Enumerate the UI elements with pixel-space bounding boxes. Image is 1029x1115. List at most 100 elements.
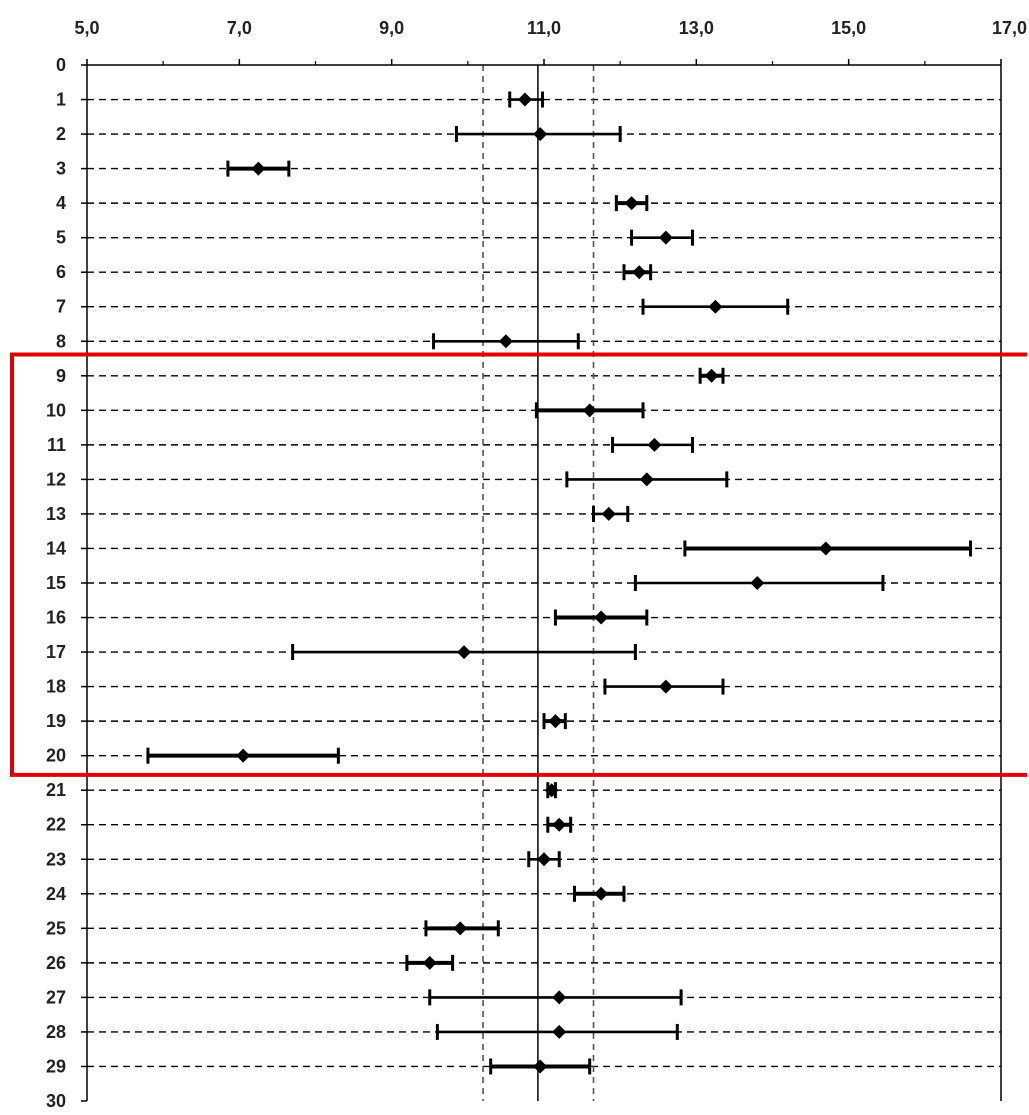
y-tick-label-14: 14: [46, 538, 66, 558]
data-point-row-10: [534, 402, 645, 419]
y-tick-label-0: 0: [56, 55, 66, 75]
data-points: [146, 91, 973, 1075]
y-tick-label-8: 8: [56, 331, 66, 351]
point-marker-diamond: [594, 886, 609, 901]
y-tick-label-27: 27: [46, 987, 66, 1007]
y-tick-label-28: 28: [46, 1022, 66, 1042]
data-point-row-8: [432, 333, 580, 350]
y-axis-ticks: 0123456789101112131415161718192021222324…: [46, 55, 87, 1111]
y-tick-label-12: 12: [46, 469, 66, 489]
point-marker-diamond: [517, 92, 532, 107]
y-tick-label-23: 23: [46, 849, 66, 869]
data-point-row-2: [454, 126, 622, 143]
data-point-row-5: [630, 229, 695, 246]
y-tick-label-20: 20: [46, 746, 66, 766]
data-point-row-6: [622, 264, 653, 281]
y-tick-label-21: 21: [46, 780, 66, 800]
point-marker-diamond: [708, 299, 723, 314]
x-tick-label-6: 17,0: [992, 18, 1027, 38]
point-marker-diamond: [552, 990, 567, 1005]
data-point-row-17: [291, 644, 637, 661]
data-point-row-4: [614, 195, 649, 212]
y-tick-label-6: 6: [56, 262, 66, 282]
point-marker-diamond: [632, 265, 647, 280]
y-tick-label-13: 13: [46, 504, 66, 524]
y-tick-label-10: 10: [46, 400, 66, 420]
y-tick-label-25: 25: [46, 918, 66, 938]
data-point-row-22: [546, 816, 573, 833]
point-marker-diamond: [457, 645, 472, 660]
y-tick-label-1: 1: [56, 90, 66, 110]
y-tick-label-9: 9: [56, 366, 66, 386]
y-tick-label-30: 30: [46, 1091, 66, 1111]
point-marker-diamond: [624, 196, 639, 211]
y-tick-label-24: 24: [46, 884, 66, 904]
data-point-row-1: [508, 91, 544, 108]
y-tick-label-26: 26: [46, 953, 66, 973]
point-marker-diamond: [552, 1024, 567, 1039]
point-marker-diamond: [594, 610, 609, 625]
y-tick-label-7: 7: [56, 297, 66, 317]
data-point-row-21: [544, 782, 559, 799]
highlight-box: [10, 352, 1027, 777]
point-marker-diamond: [453, 921, 468, 936]
data-point-row-11: [611, 436, 695, 453]
y-tick-label-3: 3: [56, 159, 66, 179]
data-point-row-18: [603, 678, 725, 695]
y-tick-label-18: 18: [46, 677, 66, 697]
point-marker-diamond: [647, 437, 662, 452]
y-tick-label-11: 11: [47, 435, 66, 455]
point-marker-diamond: [251, 161, 266, 176]
point-marker-diamond: [750, 576, 765, 590]
y-tick-label-29: 29: [46, 1056, 66, 1076]
point-marker-diamond: [498, 334, 513, 349]
data-point-row-3: [226, 160, 291, 177]
data-point-row-7: [641, 298, 790, 315]
highlight-box-layer: [10, 352, 1027, 777]
x-tick-label-3: 11,0: [527, 18, 561, 38]
point-marker-diamond: [548, 714, 563, 729]
y-tick-label-15: 15: [46, 573, 66, 593]
x-tick-label-0: 5,0: [74, 18, 99, 38]
data-point-row-9: [698, 367, 725, 384]
point-marker-diamond: [639, 472, 654, 487]
point-marker-diamond: [537, 852, 551, 867]
y-tick-label-4: 4: [56, 193, 66, 213]
data-point-row-19: [542, 713, 567, 730]
x-tick-label-5: 15,0: [831, 18, 866, 38]
point-marker-diamond: [658, 679, 673, 694]
point-marker-diamond: [582, 403, 597, 418]
x-axis-ticks: 5,0 7,0 9,0 11,0 13,0 15,0 17,0: [74, 18, 1027, 65]
data-point-row-12: [565, 471, 729, 488]
data-point-row-29: [489, 1058, 592, 1075]
data-point-row-14: [683, 540, 973, 557]
data-point-row-25: [424, 920, 500, 937]
data-point-row-28: [435, 1023, 679, 1040]
data-point-row-24: [572, 885, 626, 902]
y-tick-label-16: 16: [46, 608, 66, 628]
y-tick-label-5: 5: [56, 228, 66, 248]
point-marker-diamond: [533, 127, 548, 142]
point-marker-diamond: [818, 541, 833, 556]
data-point-row-27: [428, 989, 683, 1006]
y-tick-label-17: 17: [46, 642, 66, 662]
point-marker-diamond: [236, 748, 251, 763]
point-marker-diamond: [658, 230, 673, 245]
x-tick-label-2: 9,0: [379, 18, 404, 38]
point-marker-diamond: [533, 1059, 548, 1074]
y-tick-label-19: 19: [46, 711, 66, 731]
data-point-row-16: [553, 609, 649, 626]
point-marker-diamond: [704, 368, 719, 383]
y-tick-label-2: 2: [56, 124, 66, 144]
point-marker-diamond: [544, 783, 559, 798]
data-point-row-15: [633, 575, 885, 591]
data-point-row-23: [527, 851, 561, 868]
data-point-row-20: [146, 747, 340, 764]
data-point-row-13: [592, 505, 630, 522]
y-tick-label-22: 22: [46, 815, 66, 835]
point-marker-diamond: [422, 955, 437, 970]
point-marker-diamond: [601, 506, 616, 521]
point-marker-diamond: [552, 817, 567, 832]
x-tick-label-1: 7,0: [227, 18, 252, 38]
